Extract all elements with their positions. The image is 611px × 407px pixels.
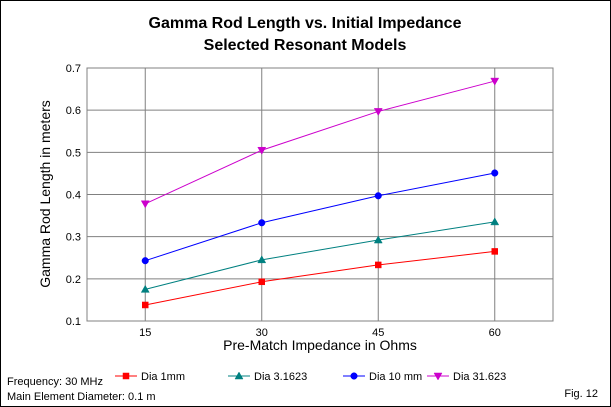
data-point (375, 261, 382, 269)
data-point (373, 235, 383, 244)
legend-label: Dia 1mm (141, 371, 185, 383)
legend-label: Dia 3.1623 (254, 371, 307, 383)
x-tick-label: 45 (372, 327, 384, 339)
series-4 (140, 77, 500, 209)
series-line (145, 221, 495, 290)
series-line (145, 80, 495, 205)
data-point (257, 146, 267, 155)
data-point (490, 77, 500, 86)
legend-item: Dia 10 mm (343, 371, 422, 383)
series-line (145, 250, 495, 306)
legend-item: Dia 3.1623 (228, 371, 307, 383)
legend-item: Dia 1mm (115, 371, 185, 383)
legend-marker (433, 372, 443, 381)
series-1 (142, 248, 498, 309)
x-axis-label: Pre-Match Impedance in Ohms (223, 337, 417, 353)
y-axis-label: Gamma Rod Length in meters (37, 100, 53, 288)
chart-title: Gamma Rod Length vs. Initial Impedance (149, 15, 462, 32)
data-point (257, 255, 267, 264)
frequency-note: Frequency: 30 MHz (7, 376, 103, 388)
legend-marker (350, 372, 358, 380)
x-tick-label: 60 (489, 327, 501, 339)
series-3 (141, 169, 499, 265)
y-tick-label: 0.7 (66, 63, 81, 75)
x-tick-label: 30 (256, 327, 268, 339)
y-tick-label: 0.2 (66, 274, 81, 286)
diameter-note: Main Element Diameter: 0.1 m (7, 391, 156, 403)
legend-label: Dia 31.623 (453, 371, 506, 383)
y-tick-label: 0.1 (66, 316, 81, 328)
data-point (491, 169, 499, 177)
data-point (258, 219, 266, 227)
y-tick-label: 0.3 (66, 232, 81, 244)
legend-marker (234, 371, 244, 380)
x-tick-label: 15 (139, 327, 151, 339)
data-point (374, 192, 382, 200)
series-2 (140, 217, 500, 293)
figure-number: Fig. 12 (564, 388, 598, 400)
series-line (145, 172, 495, 262)
legend: Dia 1mm Dia 3.1623 Dia 10 mm Dia 31.623 (115, 371, 506, 383)
data-point (141, 257, 149, 265)
y-tick-label: 0.5 (66, 147, 81, 159)
series-layer (140, 77, 500, 309)
chart-subtitle: Selected Resonant Models (204, 37, 407, 54)
data-point (491, 248, 498, 255)
y-tick-label: 0.4 (66, 190, 81, 202)
data-point (140, 200, 150, 209)
y-tick-label: 0.6 (66, 105, 81, 117)
data-point (258, 278, 265, 286)
data-point (490, 217, 500, 226)
data-point (142, 301, 149, 309)
data-point (140, 284, 150, 293)
legend-marker (122, 372, 130, 380)
legend-item: Dia 31.623 (427, 371, 506, 383)
x-tick-labels: 15 30 45 60 (139, 327, 501, 339)
y-tick-labels: 0.1 0.2 0.3 0.4 0.5 0.6 0.7 (66, 63, 81, 328)
data-point (373, 108, 383, 116)
legend-label: Dia 10 mm (369, 371, 422, 383)
